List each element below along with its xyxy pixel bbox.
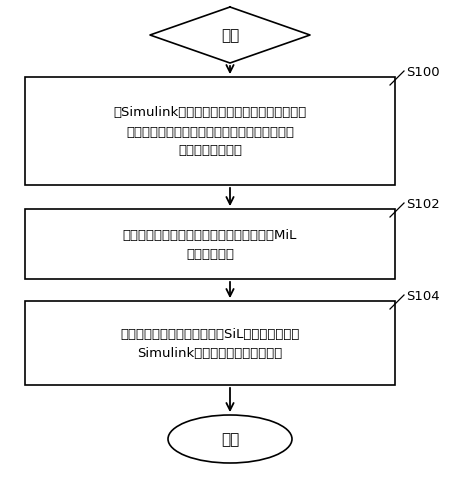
FancyBboxPatch shape — [25, 210, 395, 279]
Polygon shape — [150, 8, 310, 64]
Text: S102: S102 — [406, 197, 440, 210]
Text: S100: S100 — [406, 65, 439, 78]
Ellipse shape — [168, 415, 292, 463]
Text: 开始: 开始 — [221, 28, 239, 43]
FancyBboxPatch shape — [25, 78, 395, 186]
Text: 对所述代码进行软件在环仿真SiL，从而获得基于
Simulink的控制算法软件程序代码: 对所述代码进行软件在环仿真SiL，从而获得基于 Simulink的控制算法软件程… — [120, 327, 300, 359]
Text: 结束: 结束 — [221, 432, 239, 446]
Text: 对所述电机控制模型进行模型在环仿真测试MiL
，并生成代码: 对所述电机控制模型进行模型在环仿真测试MiL ，并生成代码 — [123, 228, 297, 261]
Text: 在Simulink下建立电动汽车的电机控制模块的仿
真环境，对开发设计的用于电机控制模型的控制
算法进行仿真分析: 在Simulink下建立电动汽车的电机控制模块的仿 真环境，对开发设计的用于电机… — [113, 106, 306, 157]
Text: S104: S104 — [406, 289, 439, 302]
FancyBboxPatch shape — [25, 301, 395, 385]
